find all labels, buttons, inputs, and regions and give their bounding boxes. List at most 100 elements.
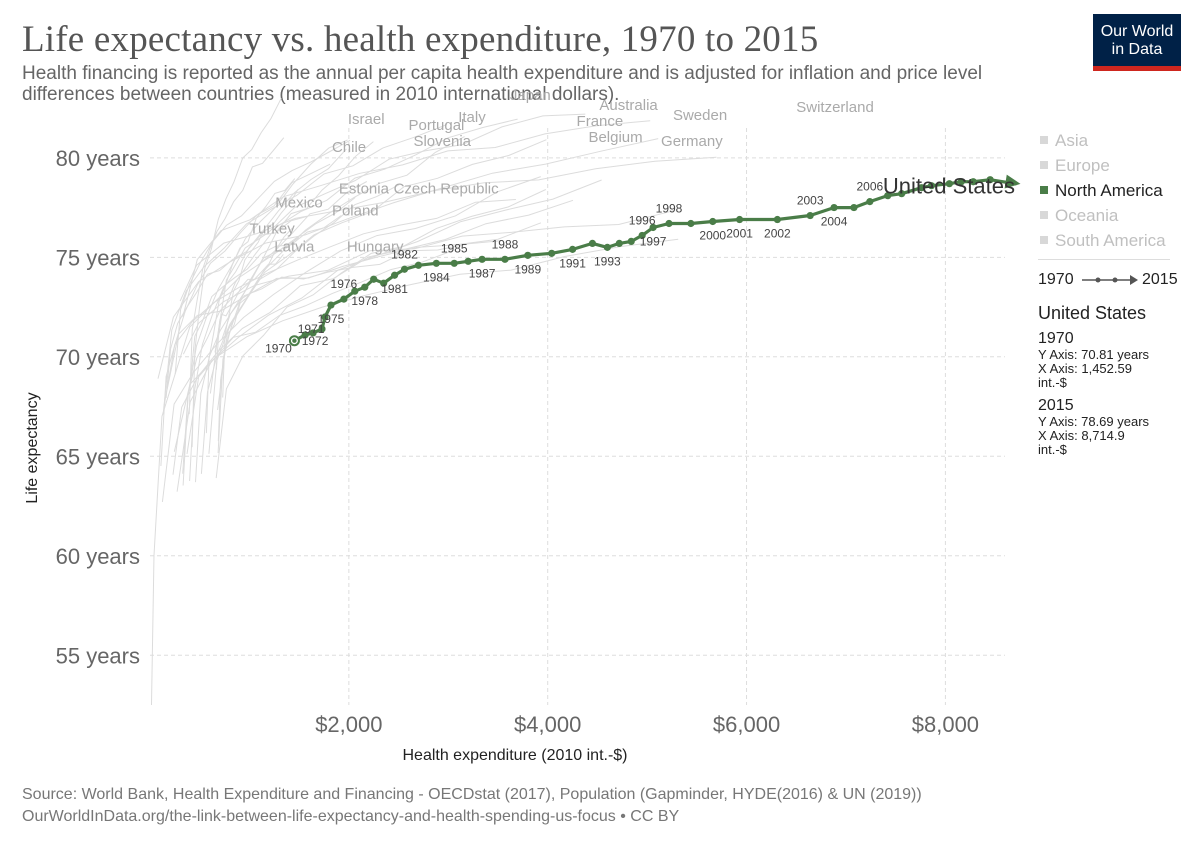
us-data-point[interactable] xyxy=(450,259,458,267)
info-start-x: X Axis: 1,452.59 xyxy=(1038,361,1132,376)
info-end-x: X Axis: 8,714.9 xyxy=(1038,428,1125,443)
country-label[interactable]: France xyxy=(577,113,624,130)
year-label: 1970 xyxy=(265,342,292,356)
us-data-point[interactable] xyxy=(548,249,556,257)
us-data-point[interactable] xyxy=(709,217,717,226)
us-data-point[interactable] xyxy=(735,215,744,224)
us-data-point[interactable] xyxy=(524,251,532,259)
info-start-unit: int.-$ xyxy=(1038,375,1067,390)
country-label[interactable]: Belgium xyxy=(588,129,642,146)
us-data-point[interactable] xyxy=(638,231,646,240)
us-data-point[interactable] xyxy=(321,313,329,321)
us-data-point[interactable] xyxy=(917,184,926,192)
us-data-point[interactable] xyxy=(773,215,781,224)
background-country-line xyxy=(165,215,308,398)
background-country-line xyxy=(188,137,285,415)
us-data-point[interactable] xyxy=(884,192,892,200)
us-series-label[interactable]: United States xyxy=(883,174,1015,199)
us-data-point[interactable] xyxy=(390,271,399,279)
us-data-point[interactable] xyxy=(318,325,326,333)
legend-item-south-america[interactable]: South America xyxy=(1040,231,1166,251)
us-data-point[interactable] xyxy=(687,219,695,228)
us-data-point[interactable] xyxy=(340,295,348,303)
country-label[interactable]: Mexico xyxy=(275,195,323,212)
us-data-point[interactable] xyxy=(615,239,623,247)
year-label: 2001 xyxy=(726,227,753,241)
info-start-year: 1970 xyxy=(1038,330,1074,347)
background-country-line xyxy=(209,118,518,394)
legend-label: Europe xyxy=(1055,156,1110,175)
us-data-point[interactable] xyxy=(806,211,814,220)
source-line: Source: World Bank, Health Expenditure a… xyxy=(22,786,922,803)
background-country-labels: Japan Australia Switzerland Israel Italy Swed… xyxy=(249,87,873,255)
source-url[interactable]: OurWorldInData.org/the-link-between-life… xyxy=(22,808,680,825)
country-label[interactable]: Sweden xyxy=(673,107,727,124)
us-data-point[interactable] xyxy=(986,176,994,184)
us-data-point[interactable] xyxy=(301,331,309,339)
country-label[interactable]: Portugal xyxy=(409,117,465,134)
country-label[interactable]: Slovenia xyxy=(413,133,471,150)
us-data-point[interactable] xyxy=(945,180,953,188)
legend-swatch xyxy=(1040,236,1048,244)
country-label[interactable]: Czech Republic xyxy=(394,181,500,198)
us-data-point[interactable] xyxy=(501,255,509,263)
us-data-point[interactable] xyxy=(588,239,597,247)
legend-item-europe[interactable]: Europe xyxy=(1040,156,1110,176)
country-label[interactable]: Poland xyxy=(332,203,379,220)
us-data-point[interactable] xyxy=(351,287,359,295)
us-data-point[interactable] xyxy=(830,203,838,212)
us-data-point[interactable] xyxy=(603,243,611,251)
us-data-point[interactable] xyxy=(957,178,965,186)
us-data-point[interactable] xyxy=(898,190,906,198)
us-data-point[interactable] xyxy=(361,283,369,291)
us-data-point[interactable] xyxy=(866,198,874,206)
country-label[interactable]: Estonia xyxy=(339,181,390,198)
info-entity-name: United States xyxy=(1038,303,1147,323)
country-label[interactable]: Switzerland xyxy=(796,99,874,116)
owid-logo[interactable]: Our World in Data xyxy=(1093,14,1181,71)
year-label: 1972 xyxy=(302,334,329,348)
x-tick-label: $4,000 xyxy=(514,712,581,737)
country-label[interactable]: Japan xyxy=(510,87,551,104)
us-data-point[interactable] xyxy=(665,219,673,228)
y-tick-label: 80 years xyxy=(56,146,140,171)
country-label[interactable]: Germany xyxy=(661,133,723,150)
us-data-point[interactable] xyxy=(400,265,409,273)
us-data-point[interactable] xyxy=(927,182,936,190)
background-country-line xyxy=(217,141,374,454)
country-label[interactable]: Israel xyxy=(348,111,385,128)
us-data-point[interactable] xyxy=(649,223,657,232)
us-data-point[interactable] xyxy=(850,203,858,212)
us-data-point[interactable] xyxy=(478,255,486,263)
us-data-point[interactable] xyxy=(414,261,423,269)
background-country-line xyxy=(174,139,351,375)
us-series-arrowhead xyxy=(1004,174,1021,189)
us-data-point[interactable] xyxy=(568,245,577,253)
legend-label: Asia xyxy=(1055,131,1089,150)
country-label[interactable]: Latvia xyxy=(274,238,315,255)
legend-item-oceania[interactable]: Oceania xyxy=(1040,206,1118,226)
background-country-line xyxy=(214,113,586,353)
us-data-point[interactable] xyxy=(309,329,317,337)
us-data-point[interactable] xyxy=(370,275,378,283)
country-label[interactable]: Turkey xyxy=(249,220,295,237)
year-label: 1989 xyxy=(514,262,541,276)
legend-item-asia[interactable]: Asia xyxy=(1040,131,1088,151)
country-label[interactable]: Hungary xyxy=(347,238,404,255)
country-label[interactable]: Australia xyxy=(599,97,658,114)
country-label[interactable]: Chile xyxy=(332,139,366,156)
us-data-point[interactable] xyxy=(380,279,388,287)
us-data-point[interactable] xyxy=(627,237,635,246)
info-end-unit: int.-$ xyxy=(1038,442,1067,457)
us-data-point[interactable] xyxy=(464,257,472,265)
us-data-point[interactable] xyxy=(969,178,977,186)
country-label[interactable]: Italy xyxy=(458,109,486,126)
legend-item-north-america[interactable]: North America xyxy=(1040,181,1163,201)
us-data-point[interactable] xyxy=(432,259,440,267)
us-series-line[interactable] xyxy=(293,178,1017,343)
legend-label: Oceania xyxy=(1055,206,1119,225)
year-label: 1971 xyxy=(298,322,325,336)
us-data-point[interactable] xyxy=(327,301,335,309)
background-country-line xyxy=(161,176,541,503)
